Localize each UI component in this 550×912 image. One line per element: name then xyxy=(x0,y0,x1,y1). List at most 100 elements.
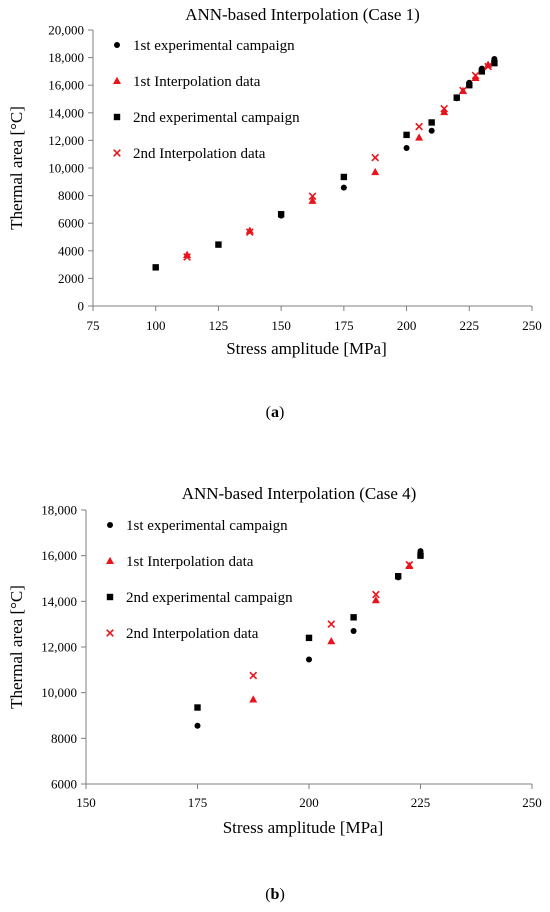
legend-marker-stroke-2 xyxy=(113,149,121,157)
chart-title: ANN-based Interpolation (Case 1) xyxy=(185,5,420,24)
data-point xyxy=(308,196,317,204)
legend-marker xyxy=(113,113,121,121)
y-tick-label: 14,000 xyxy=(41,594,77,609)
legend-marker xyxy=(107,522,113,528)
data-point xyxy=(371,167,380,176)
legend-label: 1st Interpolation data xyxy=(126,554,254,570)
y-tick-label: 4000 xyxy=(58,243,84,258)
data-point xyxy=(459,86,467,95)
legend-marker xyxy=(113,149,121,157)
data-point xyxy=(440,104,449,113)
data-point xyxy=(350,628,357,635)
data-point xyxy=(471,71,480,80)
data-point xyxy=(340,173,348,181)
data-point xyxy=(152,264,159,271)
panel-label-a: (a) xyxy=(0,404,550,422)
data-point xyxy=(405,560,414,569)
y-axis-label: Thermal area [°C] xyxy=(7,106,26,230)
label-letter: b xyxy=(270,886,280,903)
y-tick-label: 12,000 xyxy=(41,640,77,655)
legend-label: 2nd Interpolation data xyxy=(133,146,266,162)
data-point-stroke-2 xyxy=(471,71,480,80)
x-tick-label: 225 xyxy=(411,795,431,810)
y-tick-label: 12,000 xyxy=(48,133,84,148)
data-point-stroke-2 xyxy=(372,590,380,599)
data-point-stroke-2 xyxy=(405,560,414,569)
legend-marker xyxy=(113,76,121,84)
chart-b: ANN-based Interpolation (Case 4) 6000 8000… xyxy=(7,484,542,837)
data-point xyxy=(371,153,380,162)
data-point-stroke-2 xyxy=(484,62,492,71)
data-point xyxy=(403,131,410,139)
y-tick-label: 8000 xyxy=(58,188,84,203)
series-3 xyxy=(194,552,424,711)
data-point xyxy=(245,228,254,237)
data-point-stroke-2 xyxy=(327,620,336,629)
legend-label: 2nd Interpolation data xyxy=(126,626,259,642)
legend-marker xyxy=(106,629,114,637)
chart-panel-a: ANN-based Interpolation (Case 1) 0 2000 400… xyxy=(0,0,550,380)
x-tick-label: 150 xyxy=(76,795,96,810)
label-open: ( xyxy=(265,404,271,421)
y-tick-label: 10,000 xyxy=(41,685,77,700)
legend-label: 1st Interpolation data xyxy=(133,74,261,90)
y-tick-label: 6000 xyxy=(51,777,77,792)
data-point xyxy=(428,119,435,126)
panel-label-b: (b) xyxy=(0,886,550,904)
label-open: ( xyxy=(265,886,271,903)
y-tick-label: 10,000 xyxy=(48,161,84,176)
x-tick-label: 225 xyxy=(460,318,480,333)
data-point xyxy=(327,636,336,645)
label-letter: a xyxy=(271,404,279,421)
data-point xyxy=(371,595,380,604)
x-tick-label: 75 xyxy=(87,318,100,333)
y-tick-label: 16,000 xyxy=(41,548,77,563)
data-point xyxy=(466,82,473,89)
x-axis-label: Stress amplitude [MPa] xyxy=(223,818,384,837)
data-point xyxy=(428,127,435,134)
x-axis-label: Stress amplitude [MPa] xyxy=(226,339,387,358)
y-tick-label: 8000 xyxy=(51,731,77,746)
data-point-stroke-2 xyxy=(245,228,254,237)
legend-label: 1st experimental campaign xyxy=(133,38,295,54)
legend-label: 1st experimental campaign xyxy=(126,518,288,534)
y-tick-label: 18,000 xyxy=(41,503,77,518)
data-point xyxy=(277,211,285,218)
data-point xyxy=(327,620,336,629)
legend-label: 2nd experimental campaign xyxy=(133,110,300,126)
legend-label: 2nd experimental campaign xyxy=(126,590,293,606)
data-point xyxy=(403,144,410,151)
series-4 xyxy=(183,62,492,261)
data-point xyxy=(415,133,424,141)
data-point-stroke-2 xyxy=(249,671,258,680)
data-point-stroke-2 xyxy=(371,153,380,162)
x-tick-label: 200 xyxy=(299,795,319,810)
x-tick-label: 250 xyxy=(522,795,542,810)
y-tick-label: 20,000 xyxy=(48,23,84,38)
data-point xyxy=(249,695,258,703)
data-point xyxy=(306,656,312,663)
data-point xyxy=(215,241,222,248)
x-tick-label: 125 xyxy=(209,318,229,333)
y-tick-label: 14,000 xyxy=(48,105,84,120)
chart-panel-b: ANN-based Interpolation (Case 4) 6000 8000… xyxy=(0,478,550,858)
data-point xyxy=(395,573,402,580)
data-point xyxy=(305,634,313,642)
series-3 xyxy=(152,59,498,271)
data-point xyxy=(245,226,254,234)
data-point-stroke-2 xyxy=(440,104,449,113)
data-point xyxy=(491,59,498,67)
chart-title: ANN-based Interpolation (Case 4) xyxy=(182,484,417,503)
data-point-stroke-2 xyxy=(415,122,423,131)
data-point xyxy=(484,62,492,71)
legend-marker-stroke-2 xyxy=(106,629,114,637)
x-tick-label: 100 xyxy=(146,318,166,333)
y-tick-label: 0 xyxy=(78,299,85,314)
data-point xyxy=(340,184,347,191)
y-tick-label: 18,000 xyxy=(48,50,84,65)
chart-a: ANN-based Interpolation (Case 1) 0 2000 400… xyxy=(7,5,542,358)
x-tick-label: 250 xyxy=(522,318,542,333)
y-axis-label: Thermal area [°C] xyxy=(7,585,26,709)
label-close: ) xyxy=(279,404,285,421)
data-point xyxy=(440,107,449,116)
